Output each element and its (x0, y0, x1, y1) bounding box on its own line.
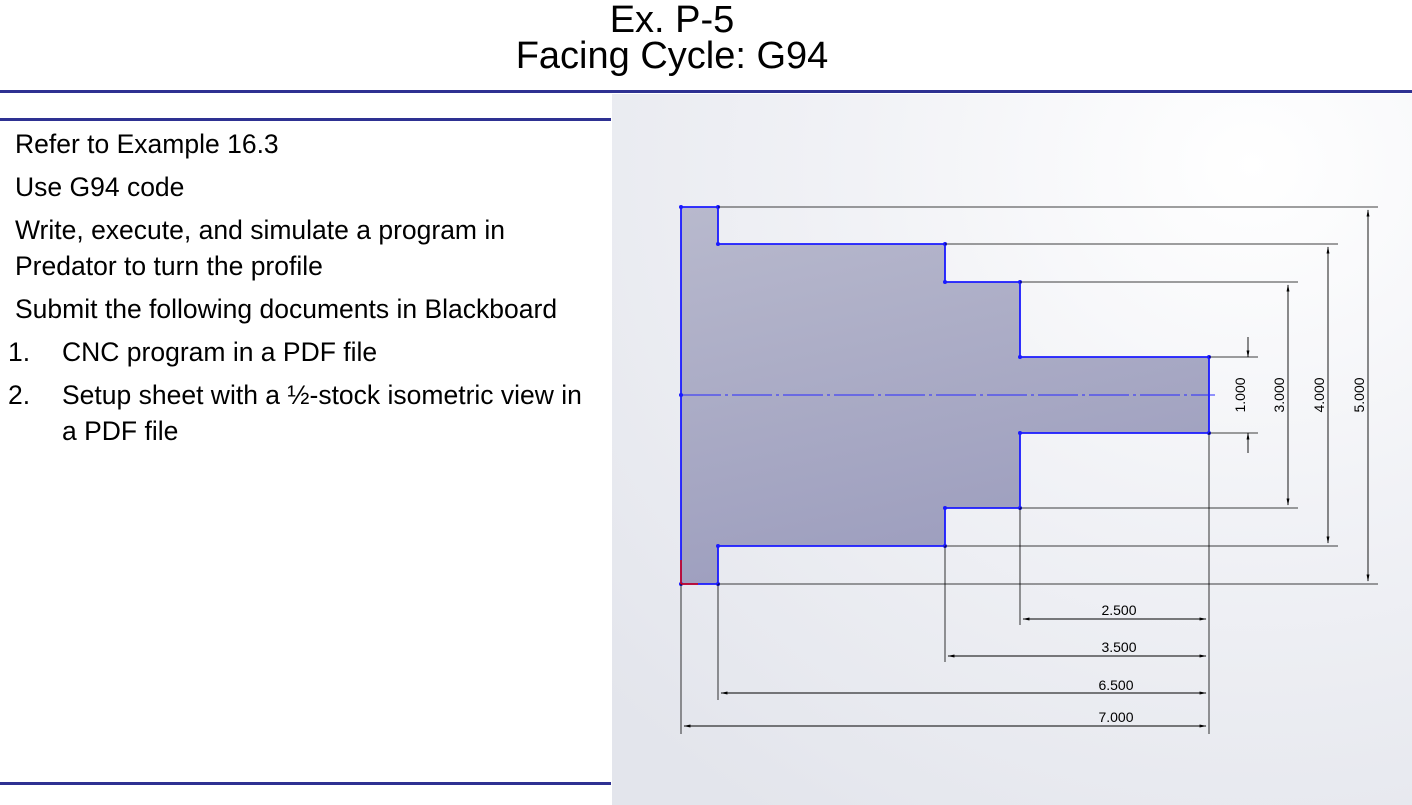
drawing-area: 1.000 3.000 4.000 5.000 2.500 3.500 6.50… (612, 94, 1412, 805)
panel-top-divider (0, 118, 611, 121)
instruction-line: Use G94 code (15, 172, 185, 202)
instruction-line: Refer to Example 16.3 (15, 129, 279, 159)
dim-label-2500: 2.500 (1101, 602, 1136, 618)
dim-label-7000: 7.000 (1098, 709, 1133, 725)
instruction-line: Submit the following documents in Blackb… (15, 294, 558, 324)
length-extension-lines (680, 433, 1210, 734)
origin-marker (680, 560, 698, 585)
length-dimension-lines (683, 617, 1207, 728)
dim-label-3500: 3.500 (1101, 639, 1136, 655)
item-text: Setup sheet with a ½-stock isometric vie… (62, 380, 582, 446)
slide-title: Ex. P-5 Facing Cycle: G94 (0, 0, 1344, 77)
diameter-dimension-lines (1246, 209, 1370, 582)
numbered-item-1: 1. CNC program in a PDF file (0, 334, 600, 370)
panel-bottom-divider (0, 782, 611, 785)
item-text: CNC program in a PDF file (62, 337, 378, 367)
dim-label-4000: 4.000 (1311, 377, 1327, 412)
title-line-1: Ex. P-5 (609, 0, 735, 41)
dim-label-5000: 5.000 (1351, 377, 1367, 412)
diameter-extension-lines (718, 206, 1378, 585)
title-line-2: Facing Cycle: G94 (515, 35, 829, 77)
item-number: 2. (8, 380, 31, 410)
item-number: 1. (8, 337, 31, 367)
instructions-panel: Refer to Example 16.3 Use G94 code Write… (0, 126, 600, 456)
dim-label-6500: 6.500 (1098, 677, 1133, 693)
dim-label-1000: 1.000 (1232, 377, 1248, 412)
dim-label-3000: 3.000 (1271, 377, 1287, 412)
title-divider (0, 90, 1412, 93)
numbered-item-2: 2. Setup sheet with a ½-stock isometric … (0, 377, 600, 449)
instruction-line: Write, execute, and simulate a program i… (15, 215, 505, 281)
part-drawing: 1.000 3.000 4.000 5.000 2.500 3.500 6.50… (612, 94, 1412, 805)
